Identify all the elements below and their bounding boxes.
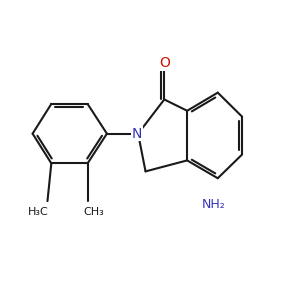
Text: CH₃: CH₃ [83,206,104,217]
Text: O: O [159,56,170,70]
Text: NH₂: NH₂ [202,198,226,211]
Text: N: N [131,127,142,141]
Text: H₃C: H₃C [28,206,49,217]
